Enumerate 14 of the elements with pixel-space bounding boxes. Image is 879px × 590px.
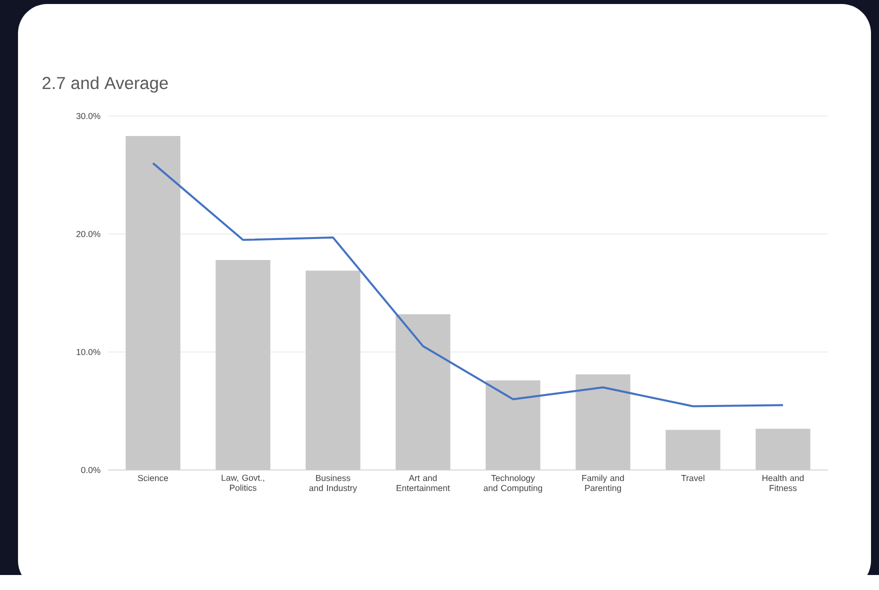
x-tick-label: Travel	[681, 474, 704, 482]
y-tick-label: 0.0%	[81, 466, 100, 474]
chart-title: 2.7 and Average	[42, 76, 168, 93]
line-series	[152, 162, 784, 408]
y-tick-label: 20.0%	[76, 230, 100, 238]
x-tick-label: Science	[138, 474, 168, 482]
y-tick-label: 30.0%	[76, 112, 100, 120]
x-tick-label: Art and Entertainment	[396, 474, 450, 492]
x-tick-label: Business and Industry	[309, 474, 358, 493]
x-tick-label: Technology and Computing	[484, 474, 542, 493]
y-tick-label: 10.0%	[76, 348, 100, 356]
x-tick-label: Family and Parenting	[582, 474, 624, 493]
x-tick-label: Health and Fitness	[762, 474, 804, 492]
x-tick-label: Law, Govt., Politics	[222, 474, 264, 491]
